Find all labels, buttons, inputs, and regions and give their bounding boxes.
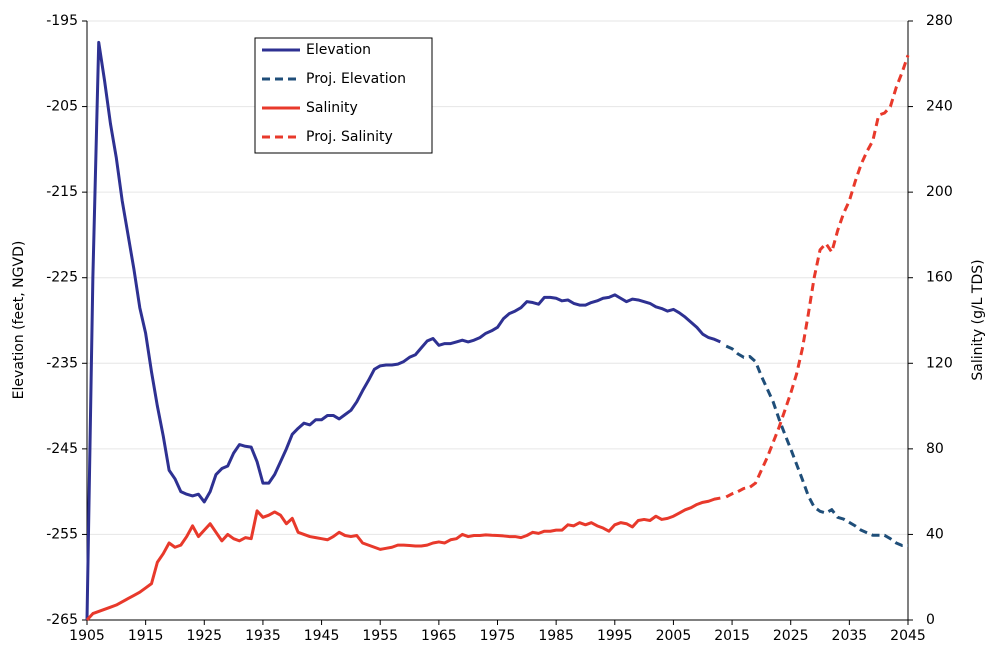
y-tick-label: -205 <box>46 99 78 115</box>
x-tick-label: 1965 <box>421 628 457 644</box>
y2-axis-title: Salinity (g/L TDS) <box>970 259 986 380</box>
x-tick-label: 2025 <box>773 628 809 644</box>
y2-tick-label: 40 <box>926 526 944 542</box>
x-tick-label: 1915 <box>128 628 164 644</box>
y2-tick-label: 280 <box>926 13 953 29</box>
x-tick-label: 1985 <box>538 628 574 644</box>
x-tick-label: 2035 <box>832 628 868 644</box>
legend-box <box>254 37 433 154</box>
x-tick-label: 2015 <box>714 628 750 644</box>
y-tick-label: -255 <box>46 526 78 542</box>
y-tick-label: -195 <box>46 13 78 29</box>
y-tick-label: -235 <box>46 355 78 371</box>
y-tick-label: -265 <box>46 612 78 628</box>
series-line <box>85 40 721 621</box>
legend-label: Proj. Salinity <box>306 129 393 145</box>
y-axis-title: Elevation (feet, NGVD) <box>11 241 27 400</box>
series-line <box>725 54 910 499</box>
y2-tick-label: 80 <box>926 441 944 457</box>
y-tick-label: -215 <box>46 184 78 200</box>
x-tick-label: 1925 <box>186 628 222 644</box>
y2-tick-label: 200 <box>926 184 953 200</box>
y2-tick-label: 120 <box>926 355 953 371</box>
y2-tick-label: 240 <box>926 99 953 115</box>
x-tick-label: 1905 <box>69 628 105 644</box>
series-line <box>85 496 721 622</box>
x-tick-label: 2005 <box>656 628 692 644</box>
y2-tick-label: 0 <box>926 612 935 628</box>
legend-label: Proj. Elevation <box>306 71 406 87</box>
series-line <box>725 344 908 548</box>
x-tick-label: 1935 <box>245 628 281 644</box>
x-tick-label: 1975 <box>480 628 516 644</box>
x-tick-label: 2045 <box>890 628 926 644</box>
legend-label: Elevation <box>306 42 371 58</box>
legend-label: Salinity <box>306 100 358 116</box>
x-tick-label: 1945 <box>304 628 340 644</box>
y2-tick-label: 160 <box>926 270 953 286</box>
x-tick-label: 1955 <box>362 628 398 644</box>
y-tick-label: -225 <box>46 270 78 286</box>
y-tick-label: -245 <box>46 441 78 457</box>
x-tick-label: 1995 <box>597 628 633 644</box>
